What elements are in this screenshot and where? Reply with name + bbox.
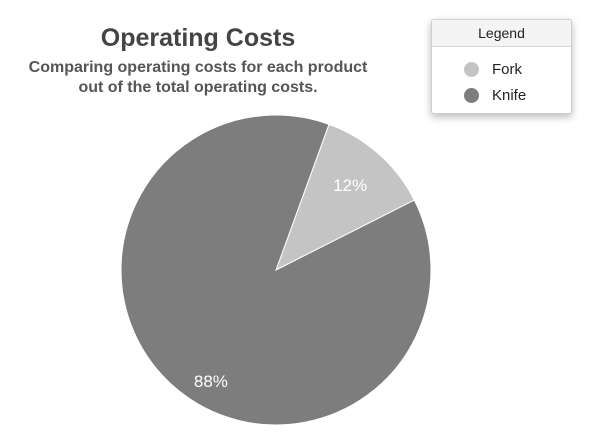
legend-items: Fork Knife — [432, 47, 571, 108]
pie-label-knife: 88% — [194, 372, 228, 391]
chart-subtitle: Comparing operating costs for each produ… — [0, 58, 396, 98]
chart-subtitle-line-1: Comparing operating costs for each produ… — [28, 59, 368, 76]
pie-label-fork: 12% — [333, 176, 367, 195]
legend-swatch-knife — [464, 87, 479, 103]
legend-label-fork: Fork — [492, 60, 522, 78]
legend: Legend Fork Knife — [431, 19, 572, 114]
chart-subtitle-line-2: out of the total operating costs. — [78, 79, 318, 96]
legend-swatch-fork — [464, 61, 479, 77]
pie-slice-knife[interactable] — [120, 114, 432, 426]
legend-label-knife: Knife — [492, 86, 527, 104]
chart-title: Operating Costs — [100, 24, 296, 52]
pie-slice-fork[interactable] — [275, 123, 416, 272]
legend-item-fork[interactable]: Fork — [432, 56, 571, 82]
legend-item-knife[interactable]: Knife — [432, 82, 571, 108]
legend-title: Legend — [432, 20, 571, 47]
